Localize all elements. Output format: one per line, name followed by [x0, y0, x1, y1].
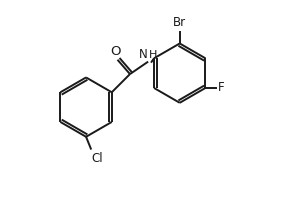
Text: Cl: Cl	[92, 151, 103, 164]
Text: Br: Br	[173, 16, 186, 29]
Text: O: O	[110, 45, 121, 58]
Text: N: N	[138, 48, 147, 61]
Text: F: F	[218, 82, 225, 95]
Text: H: H	[149, 50, 158, 60]
